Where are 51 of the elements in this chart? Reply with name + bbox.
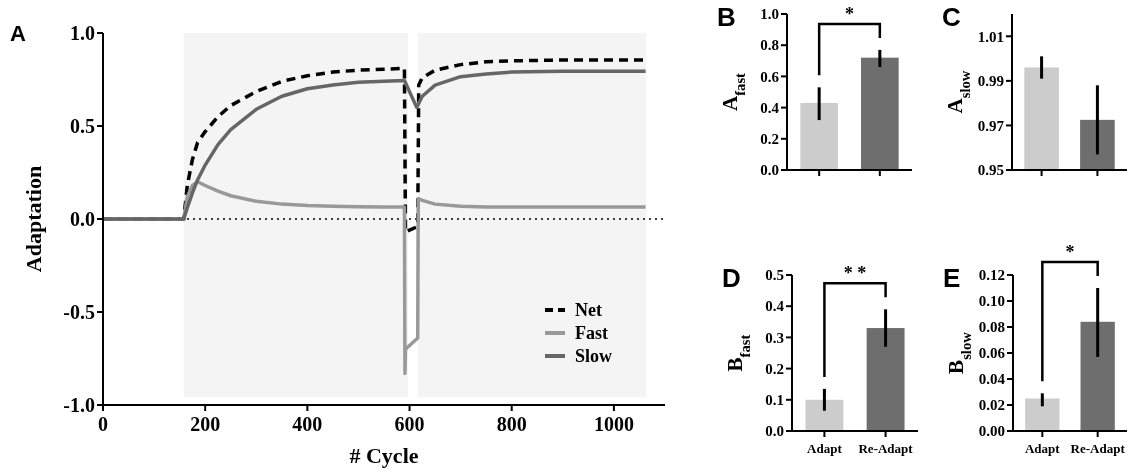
x-tick-label: 1000 (593, 413, 634, 435)
y-tick-label: 0.4 (765, 298, 785, 315)
x-tick-label: 200 (190, 413, 221, 435)
y-tick-label: 0.5 (70, 115, 95, 137)
y-tick-label: 0.4 (760, 99, 780, 116)
y-tick-label: 0.99 (977, 73, 1004, 90)
chart-title: B (717, 2, 736, 32)
y-tick-label: 0.8 (760, 37, 779, 54)
annotation: * * (843, 263, 867, 284)
x-axis-title: # Cycle (349, 443, 419, 468)
y-tick-label: 0.95 (977, 162, 1004, 179)
x-tick-label: 400 (292, 413, 323, 435)
chart-title: D (722, 263, 741, 293)
y-tick-label: 0.0 (70, 208, 95, 230)
x-tick-label: Re-Adapt (858, 441, 914, 456)
x-tick-label: 600 (394, 413, 425, 435)
x-tick-label: Re-Adapt (1070, 441, 1126, 456)
y-tick-label: 0.00 (978, 423, 1005, 440)
x-tick-label: 800 (496, 413, 527, 435)
legend-label: Fast (575, 323, 608, 344)
y-tick-label: 0.2 (760, 131, 779, 148)
y-tick-label: 0.12 (978, 267, 1005, 284)
y-tick-label: 0.2 (765, 360, 784, 377)
y-tick-label: 0.04 (978, 371, 1006, 388)
y-tick-label: 0.3 (765, 329, 784, 346)
legend-label: Slow (575, 346, 613, 367)
y-tick-label: 0.08 (978, 319, 1005, 336)
y-tick-label: 1.01 (977, 28, 1004, 45)
x-tick-label: Adapt (1024, 441, 1061, 456)
y-tick-label: -0.5 (63, 301, 95, 323)
y-tick-label: 1.0 (70, 22, 95, 44)
text: * (1065, 242, 1075, 262)
y-tick-label: 0.06 (978, 345, 1006, 362)
y-tick-label: 0.0 (765, 423, 784, 440)
y-tick-label: 0.10 (978, 293, 1005, 310)
y-tick-label: 0.1 (765, 392, 784, 409)
y-tick-label: 0.6 (760, 68, 780, 85)
chart-title: A (10, 21, 26, 46)
chart-title: E (943, 263, 961, 293)
chart-title: C (942, 2, 961, 32)
y-tick-label: 1.0 (760, 6, 779, 23)
y-tick-label: 0.02 (978, 397, 1005, 414)
x-tick-label: Adapt (807, 441, 843, 456)
legend-label: Net (575, 300, 602, 321)
x-tick-label: 0 (98, 413, 108, 435)
y-tick-label: -1.0 (63, 394, 95, 416)
y-axis-title: Adaptation (21, 165, 46, 273)
y-tick-label: 0.97 (977, 117, 1005, 134)
annotation: * (845, 3, 854, 24)
y-tick-label: 0.0 (760, 162, 779, 179)
y-tick-label: 0.5 (765, 267, 784, 284)
